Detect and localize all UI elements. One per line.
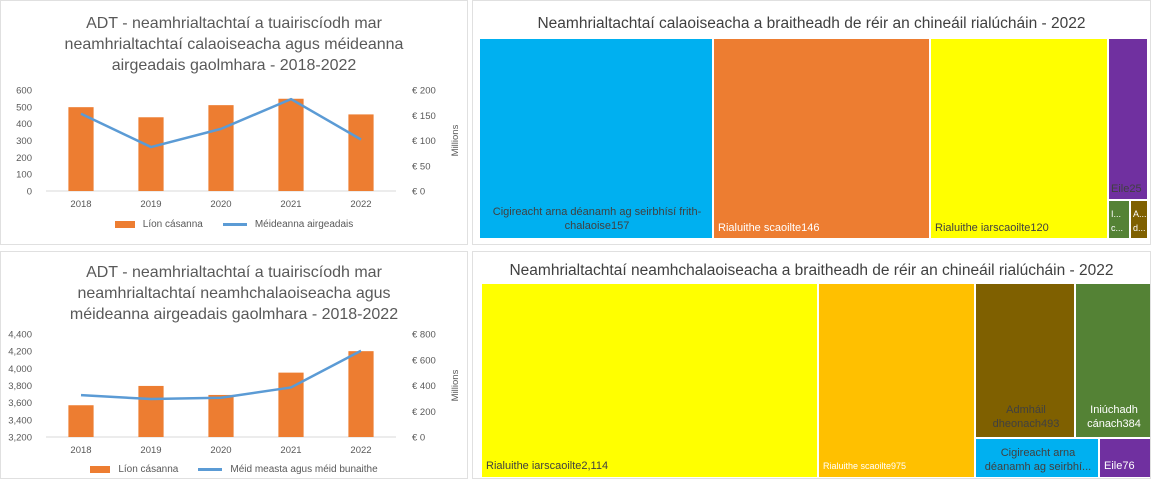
legend-label: Líon cásanna <box>118 464 179 475</box>
y2-axis-tick-label: € 0 <box>412 433 425 444</box>
y-axis-tick-label: 300 <box>16 136 32 147</box>
legend-line-swatch <box>222 223 247 226</box>
legend-item-amounts: Méideanna airgeadais <box>222 219 354 230</box>
legend-label: Líon cásanna <box>142 219 203 230</box>
y-axis-tick-label: 3,200 <box>8 433 32 444</box>
y2-axis-label: Millions <box>450 124 461 156</box>
treemap-tile-label: Admháil dheonach493 <box>992 404 1060 430</box>
line-series <box>80 349 362 401</box>
treemap-tile: I... c... <box>1108 200 1130 239</box>
nonfraud-treemap: Rialuithe iarscaoilte2,114 Rialuithe scao… <box>481 283 1150 478</box>
y2-axis-tick-label: € 100 <box>412 136 436 147</box>
bar <box>138 385 164 437</box>
legend-item-cases: Líon cásanna <box>114 219 203 230</box>
legend-line-swatch <box>198 468 223 471</box>
y-axis-tick-label: 0 <box>27 187 32 198</box>
legend-label: Méid measta agus méid bunaithe <box>230 464 378 475</box>
y-axis-tick-label: 3,400 <box>8 415 32 426</box>
legend-bar-swatch <box>90 466 111 473</box>
x-axis-tick-label: 2020 <box>210 445 231 456</box>
x-axis-tick-label: 2021 <box>280 445 301 456</box>
bar <box>208 105 234 191</box>
y2-axis-tick-label: € 150 <box>412 111 436 122</box>
y-axis-tick-label: 4,400 <box>8 330 32 341</box>
treemap-tile: A... d... <box>1130 200 1148 239</box>
bar <box>68 107 94 191</box>
legend-item-amounts: Méid measta agus méid bunaithe <box>198 464 378 475</box>
chart-title: ADT - neamhrialtachtaí a tuairiscíodh ma… <box>64 15 404 74</box>
y-axis-tick-label: 100 <box>16 170 32 181</box>
y2-axis-tick-label: € 200 <box>412 407 436 418</box>
x-axis-tick-label: 2020 <box>210 199 231 210</box>
treemap-tile-label: Eile25 <box>1111 183 1142 195</box>
treemap-tile: Rialuithe scaoilte975 <box>818 283 975 478</box>
treemap-tile-label: Cigireacht arna déanamh ag seirbhí... <box>984 447 1092 473</box>
treemap-tile-label: Rialuithe scaoilte975 <box>823 461 907 471</box>
y-axis-tick-label: 4,200 <box>8 347 32 358</box>
treemap-tile-label: Rialuithe iarscaoilte2,114 <box>486 460 609 472</box>
treemap-tile-label: Eile76 <box>1104 460 1135 472</box>
treemap-title: Neamhrialtachtaí neamhchalaoiseacha a br… <box>509 262 1114 279</box>
y2-axis-tick-label: € 400 <box>412 381 436 392</box>
treemap-tile-label: Iniúchadh cánach384 <box>1087 404 1141 430</box>
bar <box>138 117 164 191</box>
x-axis-tick-label: 2019 <box>140 199 161 210</box>
y2-axis-tick-label: € 800 <box>412 330 436 341</box>
legend-label: Méideanna airgeadais <box>254 219 354 230</box>
y2-axis-tick-label: € 600 <box>412 355 436 366</box>
treemap-tile-label: Rialuithe scaoilte146 <box>718 222 820 234</box>
y-axis-tick-label: 3,800 <box>8 381 32 392</box>
chart-legend: Líon cásanna Méideanna airgeadais <box>1 219 467 230</box>
x-axis-tick-label: 2022 <box>350 199 371 210</box>
x-axis-tick-label: 2022 <box>350 445 371 456</box>
treemap-tile: Rialuithe iarscaoilte2,114 <box>481 283 818 478</box>
treemap-title: Neamhrialtachtaí calaoiseacha a braithea… <box>537 15 1086 32</box>
legend-item-cases: Líon cásanna <box>90 464 178 475</box>
treemap-tile: Cigireacht arna déanamh ag seirbhísí fri… <box>479 38 713 239</box>
y2-axis-tick-label: € 0 <box>412 187 425 198</box>
y2-axis-label: Millions <box>450 369 461 401</box>
x-axis-tick-label: 2018 <box>70 445 91 456</box>
fraud-treemap-panel: Neamhrialtachtaí calaoiseacha a braithea… <box>472 0 1151 245</box>
treemap-tile: Eile76 <box>1099 438 1150 478</box>
treemap-tile: Rialuithe scaoilte146 <box>713 38 930 239</box>
y-axis-tick-label: 600 <box>16 86 32 97</box>
bar <box>348 114 374 191</box>
treemap-tile: Cigireacht arna déanamh ag seirbhí... <box>975 438 1099 478</box>
chart-title: ADT - neamhrialtachtaí a tuairiscíodh ma… <box>69 264 399 323</box>
fraud-combo-chart-panel: ADT - neamhrialtachtaí a tuairiscíodh ma… <box>0 0 468 245</box>
line-series <box>80 97 362 149</box>
legend-bar-swatch <box>114 221 135 228</box>
chart-legend: Líon cásanna Méid measta agus méid bunai… <box>1 464 467 475</box>
y-axis-tick-label: 500 <box>16 102 32 113</box>
y-axis-tick-label: 400 <box>16 119 32 130</box>
treemap-tile-label: I... c... <box>1111 209 1124 233</box>
x-axis-tick-label: 2019 <box>140 445 161 456</box>
y-axis-tick-label: 4,000 <box>8 364 32 375</box>
treemap-tile-label: Rialuithe iarscaoilte120 <box>935 222 1049 234</box>
treemap-tile: Iniúchadh cánach384 <box>1075 283 1150 438</box>
nonfraud-combo-chart: 3,200 3,400 3,600 3,800 4,000 4,200 4,400 € 0 € … <box>8 330 461 457</box>
treemap-tile: Admháil dheonach493 <box>975 283 1075 438</box>
treemap-tile-label: Cigireacht arna déanamh ag seirbhísí fri… <box>492 206 702 232</box>
fraud-treemap: Cigireacht arna déanamh ag seirbhísí fri… <box>479 38 1148 239</box>
bar <box>348 351 374 437</box>
treemap-tile: Eile25 <box>1108 38 1148 200</box>
bar <box>68 405 94 437</box>
nonfraud-treemap-panel: Neamhrialtachtaí neamhchalaoiseacha a br… <box>472 251 1151 479</box>
y2-axis-tick-label: € 50 <box>412 161 431 172</box>
y2-axis-tick-label: € 200 <box>412 86 436 97</box>
fraud-combo-chart: 0 100 200 300 400 500 600 € 0 € 50 € 100 € 150 € 20… <box>16 86 461 211</box>
y-axis-tick-label: 3,600 <box>8 398 32 409</box>
nonfraud-combo-chart-panel: ADT - neamhrialtachtaí a tuairiscíodh ma… <box>0 251 468 479</box>
bar <box>208 394 234 437</box>
x-axis-tick-label: 2018 <box>70 199 91 210</box>
y-axis-tick-label: 200 <box>16 153 32 164</box>
x-axis-tick-label: 2021 <box>280 199 301 210</box>
treemap-tile-label: A... d... <box>1133 209 1147 233</box>
treemap-tile: Rialuithe iarscaoilte120 <box>930 38 1108 239</box>
bar <box>278 98 304 191</box>
